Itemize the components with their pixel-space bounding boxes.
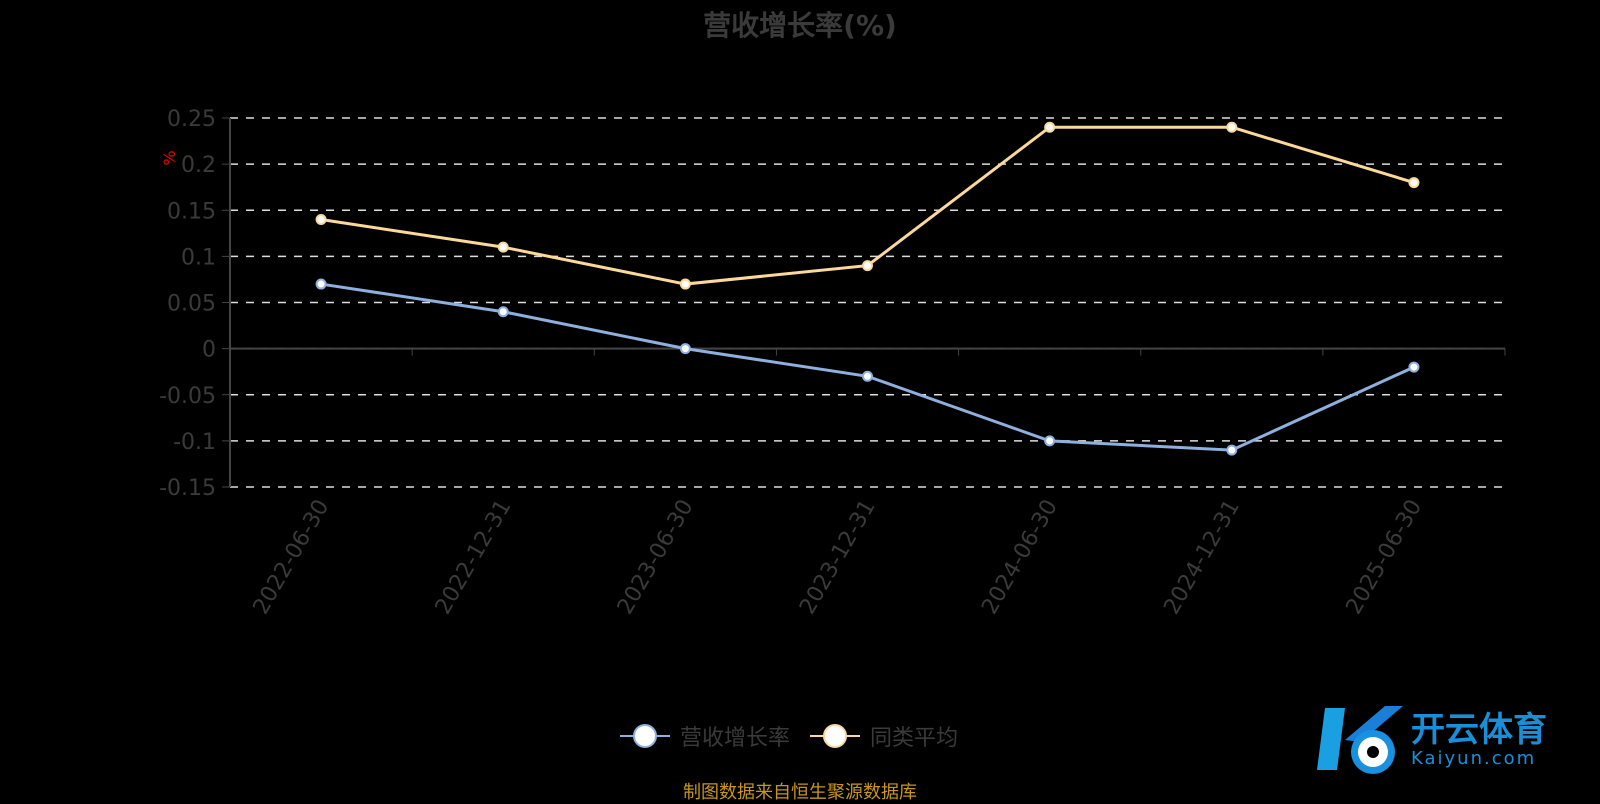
data-point (497, 306, 509, 318)
chart-title: 营收增长率(%) (703, 9, 897, 42)
watermark-cn: 开云体育 (1411, 709, 1547, 750)
kaiyun-logo-icon (1317, 706, 1403, 774)
data-point (679, 278, 691, 290)
legend-marker-icon (620, 724, 670, 748)
watermark-logo: 开云体育 Kaiyun.com (1315, 700, 1547, 780)
x-tick-label: 2022-12-31 (431, 496, 517, 619)
x-tick-label: 2022-06-30 (249, 496, 335, 619)
y-tick-label: -0.05 (159, 384, 216, 409)
data-point (1408, 361, 1420, 373)
y-tick-label: 0.2 (181, 153, 216, 178)
legend-item-revenue-growth[interactable]: 营收增长率 (620, 720, 790, 752)
x-tick-label: 2023-12-31 (795, 496, 881, 619)
watermark-en: Kaiyun.com (1411, 747, 1537, 769)
y-tick-label: -0.1 (173, 430, 216, 455)
data-point (1226, 121, 1238, 133)
y-tick-label: 0.05 (167, 292, 216, 317)
y-tick-label: 0.25 (167, 107, 216, 132)
legend-item-peer-average[interactable]: 同类平均 (810, 720, 958, 752)
data-point (315, 213, 327, 225)
legend-marker-icon (810, 724, 861, 748)
x-tick-label: 2024-12-31 (1159, 496, 1245, 619)
x-tick-label: 2025-06-30 (1342, 496, 1428, 619)
data-source-note: 制图数据来自恒生聚源数据库 (683, 782, 917, 803)
series-line (320, 282, 1415, 452)
data-point (679, 343, 691, 355)
line-chart: 0.25 0.2 0.15 0.1 0.05 0 -0.05 -0.1 -0.15% 2022-0… (159, 107, 1506, 619)
data-point (862, 260, 873, 272)
y-axis-label: % (160, 150, 179, 165)
legend: 营收增长率 同类平均 (620, 720, 958, 752)
y-tick-label: 0 (202, 338, 216, 363)
x-tick-label: 2024-06-30 (977, 496, 1063, 619)
y-tick-label: 0.1 (181, 245, 216, 270)
data-point (1408, 177, 1420, 189)
legend-label: 营收增长率 (680, 726, 791, 751)
y-tick-label: -0.15 (159, 476, 216, 501)
x-tick-label: 2023-06-30 (613, 496, 699, 619)
data-point (315, 278, 327, 290)
data-point (1044, 435, 1056, 447)
data-point (862, 370, 873, 382)
legend-label: 同类平均 (870, 726, 959, 751)
data-point (1044, 121, 1056, 133)
data-point (497, 241, 509, 253)
y-tick-label: 0.15 (167, 199, 216, 224)
data-point (1226, 444, 1238, 456)
